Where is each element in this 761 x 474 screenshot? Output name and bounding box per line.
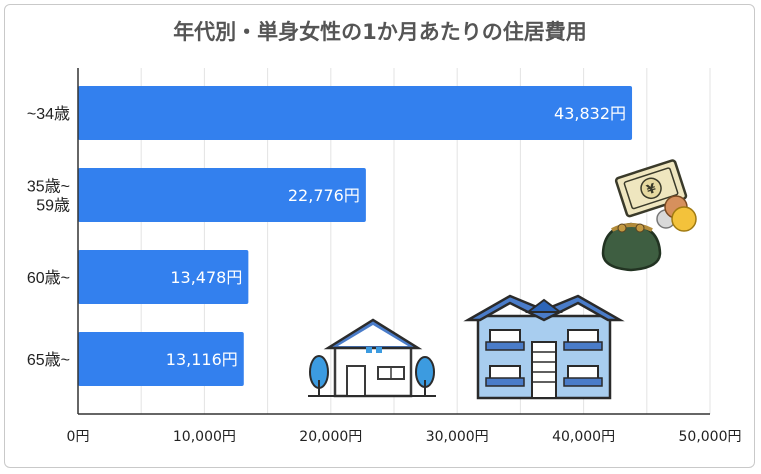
value-label: 13,116円: [166, 350, 238, 369]
money-icon: ¥: [601, 159, 697, 272]
house-icon: [308, 318, 436, 398]
bar: [78, 332, 244, 386]
x-tick-label: 30,000円: [426, 429, 489, 445]
x-tick-label: 10,000円: [173, 429, 236, 445]
category-label: 65歳~: [27, 351, 70, 369]
x-tick-label: 40,000円: [552, 429, 615, 445]
bar: [78, 250, 249, 304]
bar: [78, 168, 366, 222]
category-label: 60歳~: [27, 269, 70, 287]
bar: [78, 86, 633, 140]
bars: [78, 86, 633, 386]
value-label: 43,832円: [554, 104, 626, 123]
svg-text:¥: ¥: [645, 181, 658, 198]
apartment-icon: [463, 294, 625, 400]
category-label: 35歳~ 59歳: [27, 178, 70, 215]
value-label: 13,478円: [170, 268, 242, 287]
axes: [77, 68, 710, 415]
value-label: 22,776円: [288, 186, 360, 205]
category-label: ~34歳: [27, 105, 70, 123]
x-tick-labels: 0円 10,000円 20,000円 30,000円 40,000円 50,000円: [67, 429, 742, 445]
chart-title: 年代別・単身女性の1か月あたりの住居費用: [173, 20, 587, 44]
value-labels: 43,832円 22,776円 13,478円 13,116円: [166, 104, 626, 369]
x-tick-label: 20,000円: [299, 429, 362, 445]
x-tick-label: 0円: [67, 429, 90, 445]
category-labels: ~34歳 35歳~ 59歳 60歳~ 65歳~: [27, 105, 70, 369]
x-tick-label: 50,000円: [679, 429, 742, 445]
